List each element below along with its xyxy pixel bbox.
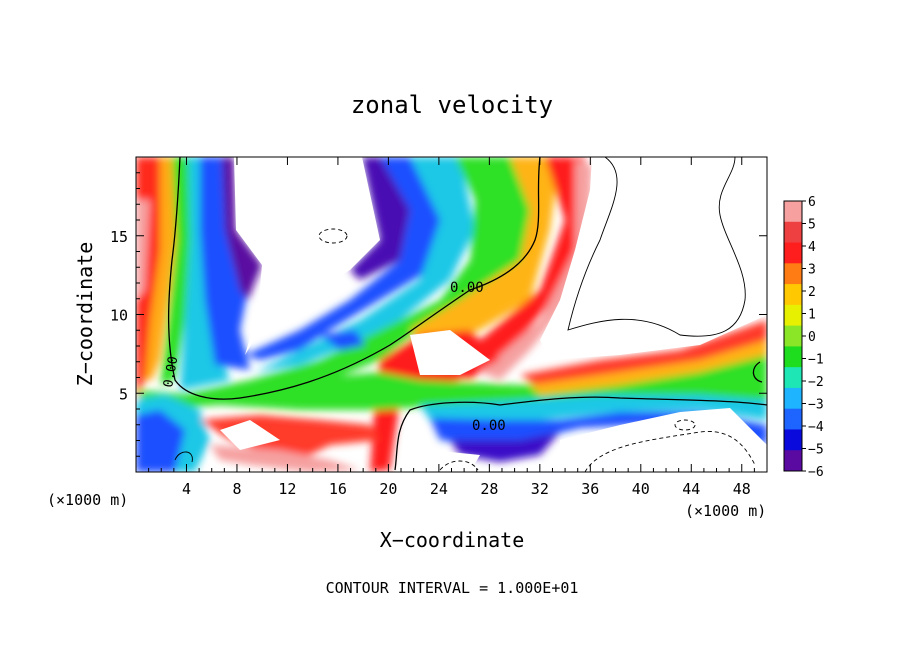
colorbar-label-4: 2 (808, 285, 816, 300)
y-tick-label-1: 10 (110, 307, 128, 325)
contour-dashed-oval (318, 228, 348, 244)
x-unit-right: (×1000 m) (685, 502, 766, 520)
colorbar-label-8: −2 (808, 375, 824, 390)
x-tick-label-2: 12 (278, 480, 296, 498)
field-left-orange-band (145, 157, 180, 380)
y-tick-label-2: 15 (110, 228, 128, 246)
x-tick-label-4: 20 (379, 480, 397, 498)
contour-right-loop (752, 361, 763, 383)
colorbar-label-5: 1 (808, 308, 816, 323)
field-white-bottom-left (220, 420, 280, 450)
field-white-center (410, 330, 490, 375)
contour-zero-left (167, 157, 541, 400)
x-tick-label-8: 36 (581, 480, 599, 498)
field-white-upper-left (234, 157, 380, 355)
x-tick-label-6: 28 (480, 480, 498, 498)
colorbar-swatch-6 (784, 325, 802, 347)
x-tick-label-9: 40 (632, 480, 650, 498)
colorbar-label-7: −1 (808, 353, 824, 368)
y-tick-label-0: 5 (119, 385, 128, 403)
field-left-purple-band (222, 157, 262, 300)
contour-label-upper: 0.00 (450, 280, 484, 296)
field-bottom-pink-patch (210, 445, 360, 472)
colorbar-swatch-5 (784, 304, 802, 327)
colorbar: 6 5 4 3 2 1 0 −1 −2 −3 −4 −5 −6 (783, 195, 824, 480)
colorbar-label-6: 0 (808, 330, 816, 345)
colorbar-swatch-2 (784, 242, 802, 264)
field-warm-column (410, 157, 560, 350)
colorbar-swatch-10 (784, 408, 802, 430)
contour-label-left: 0.00 (161, 355, 181, 388)
field-lower-cyan-band (420, 395, 767, 425)
colorbar-label-1: 5 (808, 218, 816, 233)
colorbar-label-11: −5 (808, 443, 824, 458)
colorbar-swatch-9 (784, 387, 802, 410)
field-left-pink-edge (136, 200, 150, 300)
field-mid-purple-wedge (350, 157, 410, 280)
x-ticks: 4 8 12 16 20 24 28 32 36 40 44 48 (148, 157, 755, 498)
x-tick-label-11: 48 (733, 480, 751, 498)
x-unit-left: (×1000 m) (47, 491, 128, 509)
x-tick-label-7: 32 (531, 480, 549, 498)
y-ticks: 5 10 15 (110, 172, 767, 457)
x-tick-label-3: 16 (329, 480, 347, 498)
field-mid-cyan-wedge (255, 157, 475, 372)
x-tick-label-5: 24 (430, 480, 448, 498)
x-tick-label-1: 8 (232, 480, 241, 498)
colorbar-label-12: −6 (808, 465, 824, 480)
colorbar-swatch-3 (784, 263, 802, 285)
field-right-warm-streak (520, 320, 767, 388)
x-axis-label: X−coordinate (380, 528, 525, 552)
field-right-orange-streak (530, 340, 767, 395)
colorbar-swatch-8 (784, 367, 802, 389)
field-white-upper-right (540, 157, 767, 360)
x-tick-label-0: 4 (182, 480, 191, 498)
plot-area: 0.00 0.00 0.00 (136, 157, 767, 472)
colorbar-swatch-4 (784, 284, 802, 306)
contour-dashed-small (674, 419, 696, 431)
colorbar-label-2: 4 (808, 240, 816, 255)
colorbar-swatch-0 (784, 201, 802, 223)
field-bottom-left-cyan (136, 395, 210, 472)
colorbar-label-3: 3 (808, 263, 816, 278)
colorbar-swatch-12 (784, 450, 802, 472)
contour-label-lower: 0.00 (472, 418, 506, 434)
chart-title: zonal velocity (351, 91, 553, 119)
field-left-blue-band (200, 157, 250, 370)
contour-dashed-bottom (584, 430, 756, 472)
field-mid-green-region (180, 157, 540, 400)
field-mid-blue-patch (320, 330, 365, 350)
field-lower-green-band (136, 340, 767, 410)
contour-bottom-left-small (174, 451, 193, 463)
colorbar-swatch-7 (784, 346, 802, 368)
colorbar-label-0: 6 (808, 195, 816, 210)
x-tick-label-10: 44 (682, 480, 700, 498)
footer-contour-interval: CONTOUR INTERVAL = 1.000E+01 (326, 579, 579, 597)
field-white-bottom-right (560, 408, 767, 472)
field-lower-purple-band (450, 432, 560, 462)
colorbar-label-9: −3 (808, 398, 824, 413)
field-red-column (440, 157, 585, 380)
contour-zero-lower (394, 396, 767, 471)
contour-dashed-bottom-mid (439, 460, 479, 471)
colorbar-swatch-11 (784, 429, 802, 451)
contour-positive-right (567, 157, 746, 337)
y-axis-label: Z−coordinate (73, 242, 97, 387)
colorbar-swatch-1 (784, 221, 802, 244)
contour-lines (167, 157, 767, 471)
colorbar-label-10: −4 (808, 420, 824, 435)
contour-dashed-lines (318, 228, 756, 472)
